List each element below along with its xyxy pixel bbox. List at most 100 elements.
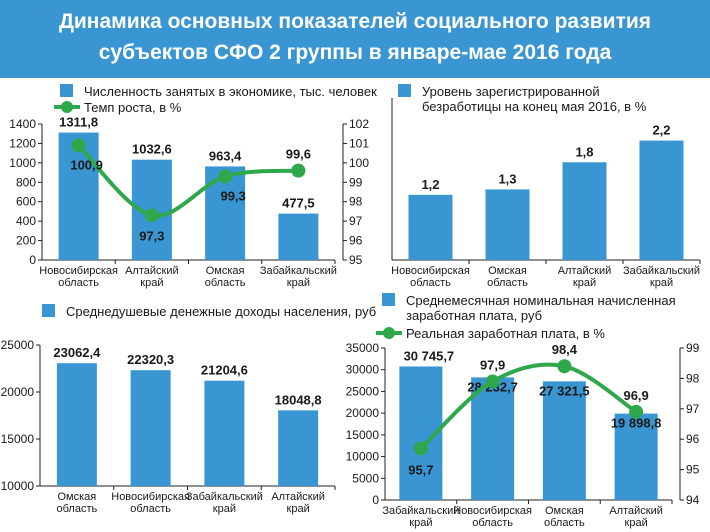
bar [278,410,319,486]
x-tick-label: Алтайский [558,265,612,277]
bar [58,132,99,260]
x-tick-label: область [58,277,99,289]
x-tick-label: область [130,503,171,515]
line-point [629,404,644,419]
bar-value-label: 1311,8 [59,115,98,130]
line-point [557,359,572,374]
line-value-label: 96,9 [623,388,648,403]
line-point [485,374,500,389]
y-tick-label-right: 101 [349,136,369,150]
bar [408,194,453,260]
y-tick-label-right: 99 [349,175,363,189]
bar-value-label: 2,2 [652,123,670,138]
bar [130,370,171,486]
y-tick-label-right: 102 [349,117,369,131]
legend-swatch-dot [383,327,395,339]
title-line-1: Динамика основных показателей социальног… [58,10,652,33]
y-tick-label-right: 97 [349,214,363,228]
y-tick-label-left: 5000 [352,471,379,485]
line-point [218,169,233,184]
x-tick-label: Новосибирская [391,265,470,277]
y-tick-label-left: 25000 [1,338,35,352]
legend-label: заработная плата, руб [406,308,542,323]
x-tick-label: Забайкальский [623,265,700,277]
y-tick-label-left: 20000 [346,406,380,420]
y-tick-label-right: 94 [686,493,700,507]
bar-value-label: 30 745,7 [404,348,455,363]
bar-value-label: 963,4 [209,148,242,163]
y-tick-label-right: 95 [349,253,363,267]
line-value-label: 98,4 [552,342,578,357]
bar-value-label: 18048,8 [275,392,322,407]
x-tick-label: край [573,277,596,289]
y-tick-label-left: 35000 [346,341,380,355]
x-tick-label: край [625,517,648,529]
y-tick-label-right: 98 [686,371,700,385]
legend-swatch-bar [60,84,73,97]
x-tick-label: край [213,503,236,515]
x-tick-label: Новосибирская [453,505,532,517]
x-tick-label: край [650,277,673,289]
x-tick-label: Новосибирская [39,265,118,277]
y-tick-label-left: 0 [372,493,379,507]
line-value-label: 100,9 [70,157,103,172]
x-tick-label: край [409,517,432,529]
bar-value-label: 1032,6 [132,142,172,157]
line-point [413,441,428,456]
y-tick-label-left: 10000 [346,450,380,464]
y-tick-label-right: 96 [686,432,700,446]
y-tick-label-left: 20000 [1,385,35,399]
y-tick-label-right: 95 [686,463,700,477]
y-tick-label-right: 98 [349,195,363,209]
series-line [419,362,638,450]
y-tick-label-right: 99 [686,341,700,355]
legend-swatch-bar [382,293,395,306]
y-tick-label-left: 1200 [9,136,36,150]
bar [485,189,530,260]
line-value-label: 97,3 [139,228,164,243]
bar-value-label: 22320,3 [127,352,174,367]
y-tick-label-right: 97 [686,402,700,416]
x-tick-label: Алтайский [609,505,663,517]
x-tick-label: Забайкальский [186,491,263,503]
x-tick-label: область [472,517,513,529]
x-tick-label: Омская [58,491,97,503]
y-tick-label-left: 1000 [9,156,36,170]
bar [562,162,607,260]
legend-swatch-bar [42,304,55,317]
bar [204,380,245,486]
bar-value-label: 1,2 [421,177,439,192]
x-tick-label: Омская [488,265,527,277]
line-value-label: 99,3 [220,188,245,203]
legend-swatch-bar [398,84,411,97]
y-tick-label-left: 800 [16,175,36,189]
x-tick-label: область [410,277,451,289]
bar-value-label: 477,5 [282,196,315,211]
title-banner: Динамика основных показателей социальног… [0,0,710,78]
line-value-label: 97,9 [480,357,505,372]
legend-label: Среднедушевые денежные доходы населения,… [66,304,376,319]
legend-label: безработицы на конец мая 2016, в % [422,99,647,114]
y-tick-label-left: 200 [16,234,36,248]
x-tick-label: Омская [545,505,584,517]
y-tick-label-left: 30000 [346,363,380,377]
x-tick-label: Алтайский [271,491,325,503]
y-tick-label-left: 1400 [9,117,36,131]
line-point [144,208,159,223]
x-tick-label: Омская [206,265,245,277]
y-tick-label-left: 25000 [346,384,380,398]
series-line [77,143,299,218]
bar-value-label: 21204,6 [201,363,248,378]
bar [56,363,97,486]
legend-label: Среднемесячная номинальная начисленная [406,293,676,308]
x-tick-label: область [487,277,528,289]
x-tick-label: область [544,517,585,529]
y-tick-label-left: 15000 [346,428,380,442]
bar-value-label: 1,3 [498,171,516,186]
bar-value-label: 23062,4 [53,345,101,360]
bar [471,377,515,500]
bar [614,413,658,500]
x-tick-label: область [57,503,98,515]
x-tick-label: область [205,277,246,289]
